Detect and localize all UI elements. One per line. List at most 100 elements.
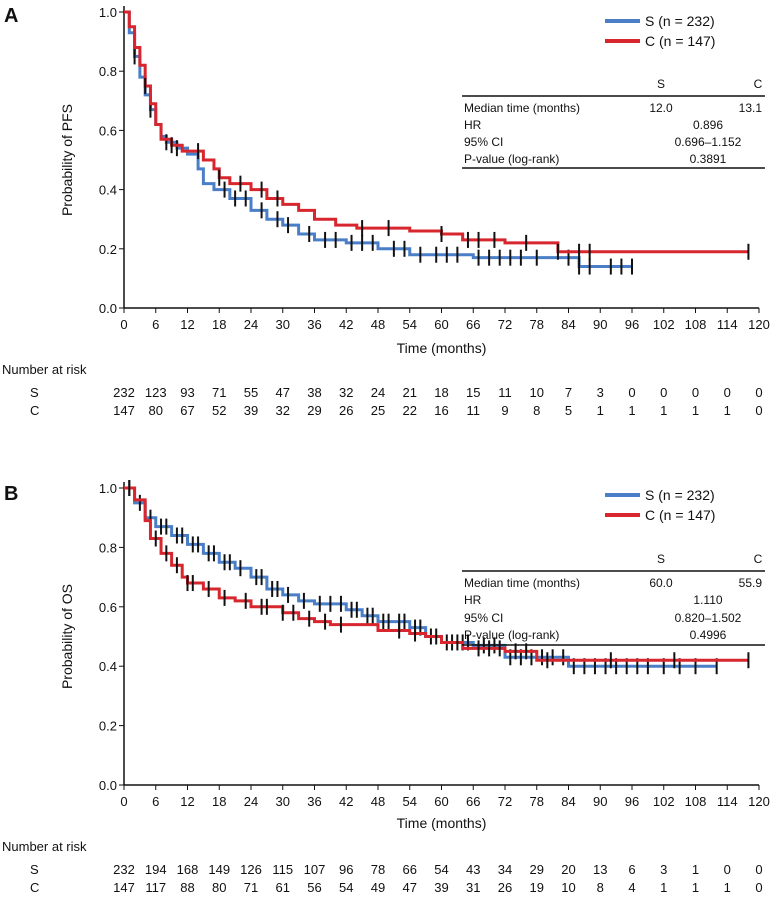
x-tick-label: 12 (180, 317, 194, 332)
x-tick-label: 96 (625, 794, 639, 809)
curve-c (124, 10, 749, 254)
risk-value: 232 (113, 385, 135, 400)
risk-value: 232 (113, 862, 135, 877)
risk-value: 54 (434, 862, 448, 877)
x-tick-label: 96 (625, 317, 639, 332)
stats-value: 0.820–1.502 (675, 611, 742, 625)
risk-value: 11 (467, 403, 481, 418)
risk-value: 39 (434, 880, 448, 895)
risk-value: 34 (498, 862, 512, 877)
risk-row-label: S (30, 862, 39, 877)
risk-value: 55 (244, 385, 258, 400)
x-tick-label: 78 (530, 317, 544, 332)
y-tick-label: 0.0 (99, 301, 117, 316)
x-tick-label: 102 (653, 317, 675, 332)
x-axis-label: Time (months) (397, 815, 487, 831)
x-tick-label: 42 (339, 794, 353, 809)
panel-label: B (4, 483, 18, 505)
risk-value: 1 (692, 862, 699, 877)
risk-value: 61 (276, 880, 290, 895)
y-tick-label: 0.8 (99, 540, 117, 555)
risk-value: 107 (304, 862, 326, 877)
stats-row-label: P-value (log-rank) (464, 628, 559, 642)
risk-value: 71 (244, 880, 258, 895)
stats-row-label: Median time (months) (464, 101, 580, 115)
risk-value: 26 (339, 403, 353, 418)
risk-value: 0 (692, 385, 699, 400)
risk-value: 29 (530, 862, 544, 877)
risk-value: 67 (180, 403, 194, 418)
risk-value: 4 (628, 880, 635, 895)
y-axis-label: Probability of PFS (59, 104, 75, 216)
risk-value: 10 (530, 385, 544, 400)
y-tick-label: 1.0 (99, 481, 117, 496)
y-tick-label: 1.0 (99, 5, 117, 20)
x-tick-label: 66 (466, 794, 480, 809)
x-tick-label: 6 (152, 794, 159, 809)
y-tick-label: 0.4 (99, 183, 117, 198)
panel-b: B0.00.20.40.60.81.00 6 12 18 24 30 36 42 48 54 60 6… (2, 480, 770, 895)
x-tick-label: 18 (212, 317, 226, 332)
legend-label: C (n = 147) (645, 33, 715, 49)
risk-value: 0 (628, 385, 635, 400)
risk-value: 22 (403, 403, 417, 418)
risk-value: 147 (113, 403, 135, 418)
risk-value: 0 (755, 862, 762, 877)
risk-value: 78 (371, 862, 385, 877)
x-tick-label: 114 (717, 794, 738, 809)
risk-value: 13 (593, 862, 607, 877)
stats-row-label: 95% CI (464, 135, 503, 149)
risk-value: 8 (597, 880, 604, 895)
risk-value: 49 (371, 880, 385, 895)
risk-value: 10 (561, 880, 575, 895)
x-tick-label: 36 (307, 317, 321, 332)
risk-table-title: Number at risk (2, 362, 87, 377)
risk-value: 43 (466, 862, 480, 877)
risk-value: 6 (628, 862, 635, 877)
y-tick-label: 0.0 (99, 778, 117, 793)
stats-value-c: 13.1 (739, 101, 763, 115)
risk-row-label: S (30, 385, 39, 400)
legend-label: C (n = 147) (645, 507, 715, 523)
stats-value: 0.896 (693, 118, 723, 132)
risk-value: 24 (371, 385, 385, 400)
stats-header-c: C (754, 77, 763, 91)
risk-value: 1 (724, 403, 731, 418)
risk-value: 194 (145, 862, 167, 877)
risk-value: 0 (660, 385, 667, 400)
risk-value: 21 (403, 385, 417, 400)
y-tick-label: 0.8 (99, 64, 117, 79)
risk-value: 93 (180, 385, 194, 400)
risk-value: 3 (597, 385, 604, 400)
x-tick-label: 66 (466, 317, 480, 332)
x-tick-label: 12 (180, 794, 194, 809)
risk-value: 56 (307, 880, 321, 895)
panel-label: A (4, 5, 18, 27)
risk-value: 32 (276, 403, 290, 418)
x-tick-label: 18 (212, 794, 226, 809)
stats-row-label: HR (464, 593, 482, 607)
x-tick-label: 42 (339, 317, 353, 332)
risk-value: 147 (113, 880, 135, 895)
risk-value: 1 (660, 403, 667, 418)
x-tick-label: 36 (307, 794, 321, 809)
stats-row-label: Median time (months) (464, 576, 580, 590)
risk-value: 39 (244, 403, 258, 418)
x-tick-label: 0 (120, 317, 127, 332)
stats-value-c: 55.9 (739, 576, 763, 590)
x-tick-label: 90 (593, 317, 607, 332)
risk-row-label: C (30, 880, 39, 895)
x-tick-label: 114 (717, 317, 738, 332)
x-tick-label: 120 (748, 794, 770, 809)
risk-value: 25 (371, 403, 385, 418)
risk-value: 0 (755, 385, 762, 400)
risk-value: 5 (565, 403, 572, 418)
stats-value: 0.4996 (690, 628, 727, 642)
stats-row-label: HR (464, 118, 482, 132)
x-tick-label: 84 (561, 794, 575, 809)
stats-header-s: S (657, 552, 665, 566)
x-tick-label: 30 (276, 794, 290, 809)
risk-table-title: Number at risk (2, 839, 87, 854)
risk-value: 71 (212, 385, 226, 400)
